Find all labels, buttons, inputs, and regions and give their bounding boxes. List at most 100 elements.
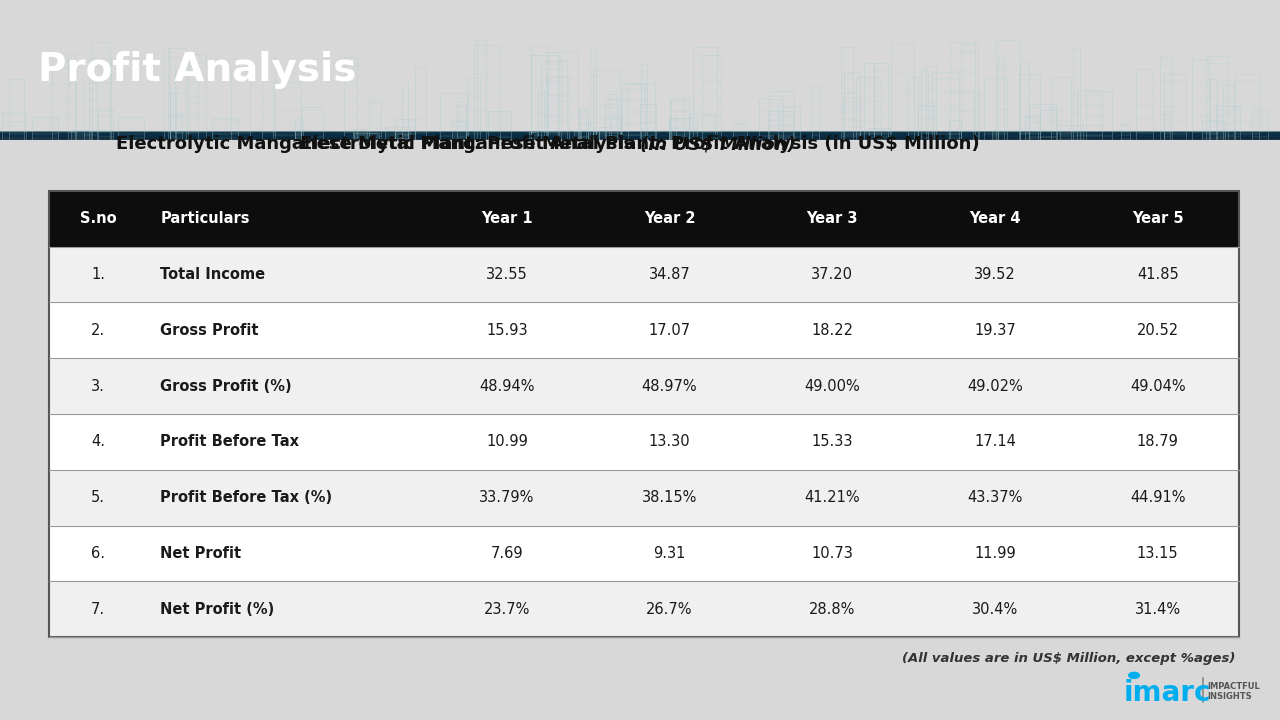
Text: 31.4%: 31.4% [1134, 602, 1180, 617]
Bar [590, 48, 596, 140]
Text: 49.04%: 49.04% [1130, 379, 1185, 394]
Text: Gross Profit: Gross Profit [160, 323, 259, 338]
Bar [49, 470, 1239, 526]
Bar [294, 118, 302, 140]
Bar [998, 56, 1004, 140]
Bar [1073, 49, 1080, 140]
Bar [992, 130, 998, 140]
Bar [1019, 73, 1041, 140]
Bar [0, 132, 1280, 137]
Bar [0, 135, 1280, 140]
Bar [230, 71, 250, 140]
Bar [1192, 60, 1208, 140]
Bar [488, 111, 511, 140]
Bar [384, 127, 410, 140]
Bar [996, 40, 1020, 140]
Text: 20.52: 20.52 [1137, 323, 1179, 338]
Text: Profit Before Tax: Profit Before Tax [160, 434, 300, 449]
Bar [769, 91, 794, 140]
Text: 4.: 4. [91, 434, 105, 449]
Bar [49, 359, 1239, 414]
Bar [531, 55, 558, 140]
Bar [561, 51, 579, 140]
Text: Year 5: Year 5 [1132, 211, 1184, 226]
Text: 48.94%: 48.94% [479, 379, 535, 394]
Text: 10.99: 10.99 [486, 434, 527, 449]
Bar [49, 246, 1239, 302]
Text: 18.79: 18.79 [1137, 434, 1179, 449]
Bar [1252, 109, 1268, 140]
Text: 7.: 7. [91, 602, 105, 617]
Text: Net Profit: Net Profit [160, 546, 242, 561]
Bar [751, 191, 914, 246]
Text: Year 1: Year 1 [481, 211, 532, 226]
Text: 39.52: 39.52 [974, 267, 1016, 282]
Bar [0, 132, 1280, 137]
Bar [920, 70, 928, 140]
Bar [668, 118, 696, 140]
Bar [844, 97, 859, 140]
Bar [0, 135, 1280, 140]
Bar [402, 84, 408, 140]
Text: Gross Profit (%): Gross Profit (%) [160, 379, 292, 394]
Bar [301, 107, 323, 140]
Text: 26.7%: 26.7% [646, 602, 692, 617]
Bar [531, 46, 548, 140]
Bar [49, 191, 147, 246]
Bar [1210, 78, 1217, 140]
Bar [68, 53, 76, 140]
Bar [9, 79, 24, 140]
Bar [593, 130, 599, 140]
Bar [778, 107, 800, 140]
Bar [891, 45, 914, 140]
Bar [1160, 57, 1172, 140]
Bar [0, 132, 1280, 137]
Text: IMPACTFUL: IMPACTFUL [1207, 682, 1260, 690]
Bar [0, 135, 1280, 139]
Bar [611, 117, 621, 140]
Bar [529, 132, 536, 140]
Bar [1076, 191, 1239, 246]
Text: 9.31: 9.31 [653, 546, 686, 561]
Text: 28.8%: 28.8% [809, 602, 855, 617]
Text: 38.15%: 38.15% [641, 490, 698, 505]
Bar [545, 52, 559, 140]
Bar [689, 114, 716, 140]
Bar [1165, 111, 1170, 140]
Bar [538, 90, 544, 140]
Bar [0, 133, 1280, 138]
Bar [984, 78, 1007, 140]
Bar [88, 58, 111, 140]
Bar [0, 132, 1280, 138]
Bar [1024, 116, 1038, 140]
Text: S.no: S.no [79, 211, 116, 226]
Text: Total Income: Total Income [160, 267, 265, 282]
Bar [0, 132, 1280, 137]
Bar [0, 135, 1280, 139]
Bar [1060, 125, 1083, 140]
Text: 49.02%: 49.02% [968, 379, 1023, 394]
Text: 15.93: 15.93 [486, 323, 527, 338]
Bar [415, 68, 426, 140]
Text: 48.97%: 48.97% [641, 379, 698, 394]
Bar [641, 64, 646, 140]
Bar [273, 81, 301, 140]
Bar [1, 112, 27, 140]
Text: INSIGHTS: INSIGHTS [1207, 692, 1252, 701]
Bar [170, 92, 177, 140]
Text: 1.: 1. [91, 267, 105, 282]
Bar [1222, 85, 1234, 140]
Bar [32, 117, 58, 140]
Text: 49.00%: 49.00% [804, 379, 860, 394]
Bar [1076, 90, 1102, 140]
Bar [49, 582, 1239, 637]
Bar [164, 51, 170, 140]
Bar [0, 131, 1280, 136]
Bar [355, 132, 379, 140]
Bar [425, 191, 589, 246]
Bar [593, 70, 620, 140]
Bar [396, 120, 415, 140]
Bar [948, 120, 961, 140]
Text: 43.37%: 43.37% [968, 490, 1023, 505]
Bar [0, 134, 1280, 138]
